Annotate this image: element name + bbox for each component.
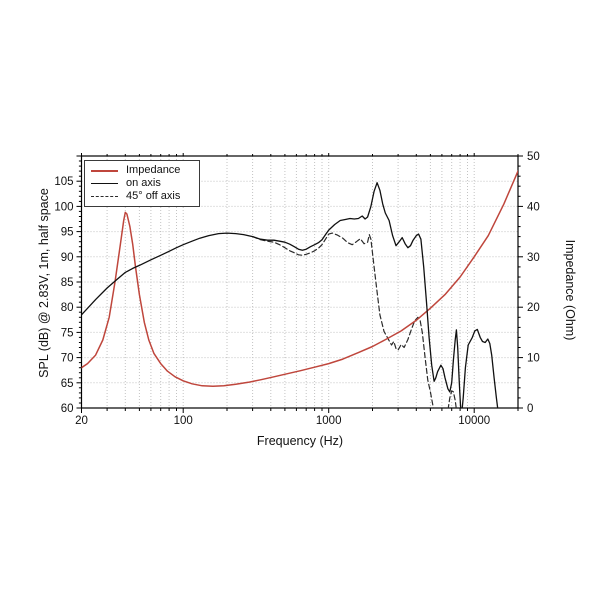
legend-label: on axis [126, 177, 161, 189]
y-left-tick-label: 70 [61, 353, 74, 365]
x-tick-label: 10000 [458, 415, 490, 427]
y-right-tick-label: 20 [527, 302, 540, 314]
legend-item-impedance: Impedance [91, 164, 195, 177]
y-axis-title-left: SPL (dB) @ 2.83V, 1m, half space [37, 188, 51, 378]
y-left-tick-label: 75 [61, 327, 74, 339]
off-axis-curve [252, 232, 470, 408]
legend: Impedance on axis 45° off axis [84, 160, 200, 207]
y-right-tick-label: 10 [527, 353, 540, 365]
y-left-tick-label: 85 [61, 277, 74, 289]
legend-label: 45° off axis [126, 190, 181, 202]
on-axis-curve [81, 182, 499, 408]
x-tick-label: 100 [174, 415, 193, 427]
x-tick-label: 1000 [316, 415, 342, 427]
legend-item-off-axis: 45° off axis [91, 190, 195, 203]
impedance-curve [81, 170, 518, 388]
x-axis-title: Frequency (Hz) [256, 434, 344, 448]
y-right-tick-label: 0 [527, 403, 533, 415]
y-right-tick-label: 30 [527, 252, 540, 264]
legend-label: Impedance [126, 164, 181, 176]
y-left-tick-label: 90 [61, 252, 74, 264]
legend-item-on-axis: on axis [91, 177, 195, 190]
y-right-tick-label: 50 [527, 151, 540, 163]
y-left-tick-label: 65 [61, 378, 74, 390]
y-left-tick-label: 60 [61, 403, 74, 415]
y-left-tick-label: 100 [54, 201, 73, 213]
y-left-tick-label: 105 [54, 176, 73, 188]
y-left-tick-label: 95 [61, 227, 74, 239]
y-right-tick-label: 40 [527, 201, 540, 213]
x-tick-label: 20 [75, 415, 88, 427]
plot-frame [80, 155, 519, 409]
y-axis-title-right: Impedance (Ohm) [563, 239, 577, 341]
impedance-line-sample [91, 169, 118, 172]
y-left-tick-label: 80 [61, 302, 74, 314]
off-axis-line-sample [91, 196, 118, 197]
on-axis-line-sample [91, 183, 118, 184]
